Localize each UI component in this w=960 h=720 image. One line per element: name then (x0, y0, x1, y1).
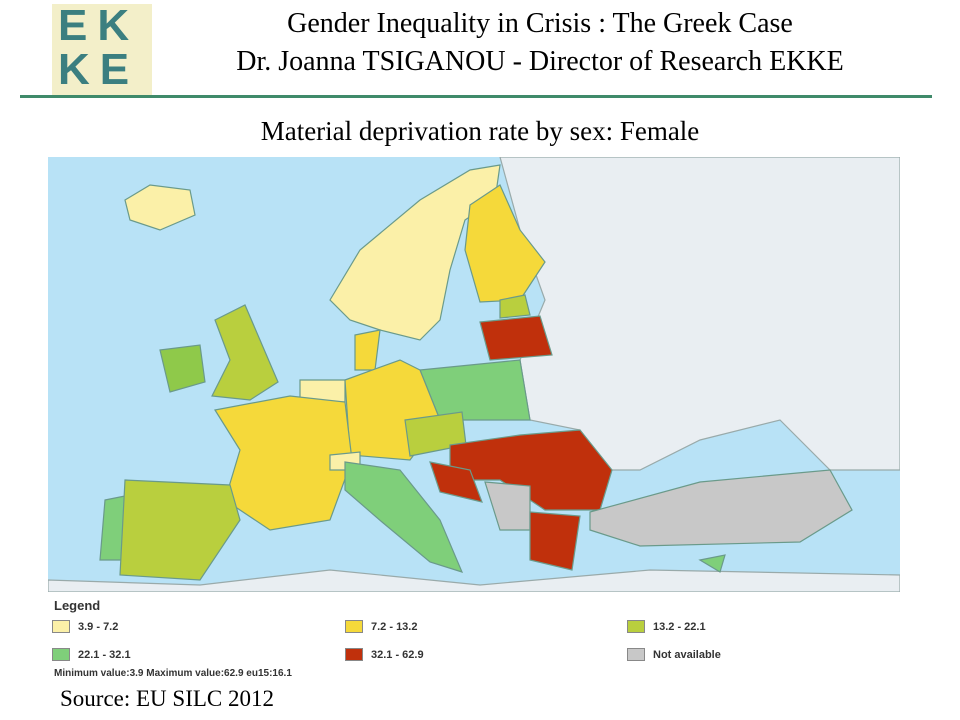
legend-swatch (627, 648, 645, 661)
logo-line: EK (58, 1, 140, 50)
legend-swatch (52, 620, 70, 633)
legend-label: 7.2 - 13.2 (371, 620, 418, 633)
baltics (479, 315, 553, 361)
legend-item: 7.2 - 13.2 (345, 620, 417, 633)
legend-swatch (345, 620, 363, 633)
uk (211, 304, 279, 401)
legend: Legend Minimum value:3.9 Maximum value:6… (48, 592, 900, 684)
turkey (589, 469, 853, 547)
legend-swatch (345, 648, 363, 661)
legend-note: Minimum value:3.9 Maximum value:62.9 eu1… (54, 668, 292, 679)
finland (464, 184, 546, 303)
spain (119, 479, 241, 581)
legend-label: 3.9 - 7.2 (78, 620, 119, 633)
ireland (159, 344, 206, 393)
legend-swatch (52, 648, 70, 661)
legend-swatch (627, 620, 645, 633)
estonia (499, 294, 531, 319)
legend-label: 22.1 - 32.1 (78, 648, 131, 661)
legend-item: 3.9 - 7.2 (52, 620, 118, 633)
logo-line: KE (58, 45, 140, 94)
denmark (354, 329, 381, 371)
italy (344, 461, 464, 573)
map-title: Material deprivation rate by sex: Female (260, 116, 700, 146)
legend-label: 13.2 - 22.1 (653, 620, 706, 633)
legend-item: Not available (627, 648, 721, 661)
divider (20, 95, 932, 98)
greece (529, 511, 581, 571)
croatia (429, 461, 483, 503)
non-eu-land (499, 157, 900, 471)
map (48, 157, 900, 592)
africa (48, 569, 900, 592)
legend-item: 32.1 - 62.9 (345, 648, 424, 661)
legend-item: 22.1 - 32.1 (52, 648, 131, 661)
subtitle: Dr. Joanna TSIGANOU - Director of Resear… (236, 46, 844, 77)
legend-item: 13.2 - 22.1 (627, 620, 706, 633)
legend-label: 32.1 - 62.9 (371, 648, 424, 661)
legend-title: Legend (54, 598, 101, 613)
france (214, 395, 353, 531)
legend-label: Not available (653, 648, 721, 661)
iceland (124, 184, 196, 231)
source: Source: EU SILC 2012 (60, 686, 275, 711)
logo: EK KE (52, 4, 152, 96)
title: Gender Inequality in Crisis : The Greek … (287, 8, 793, 39)
cyprus (698, 554, 726, 573)
